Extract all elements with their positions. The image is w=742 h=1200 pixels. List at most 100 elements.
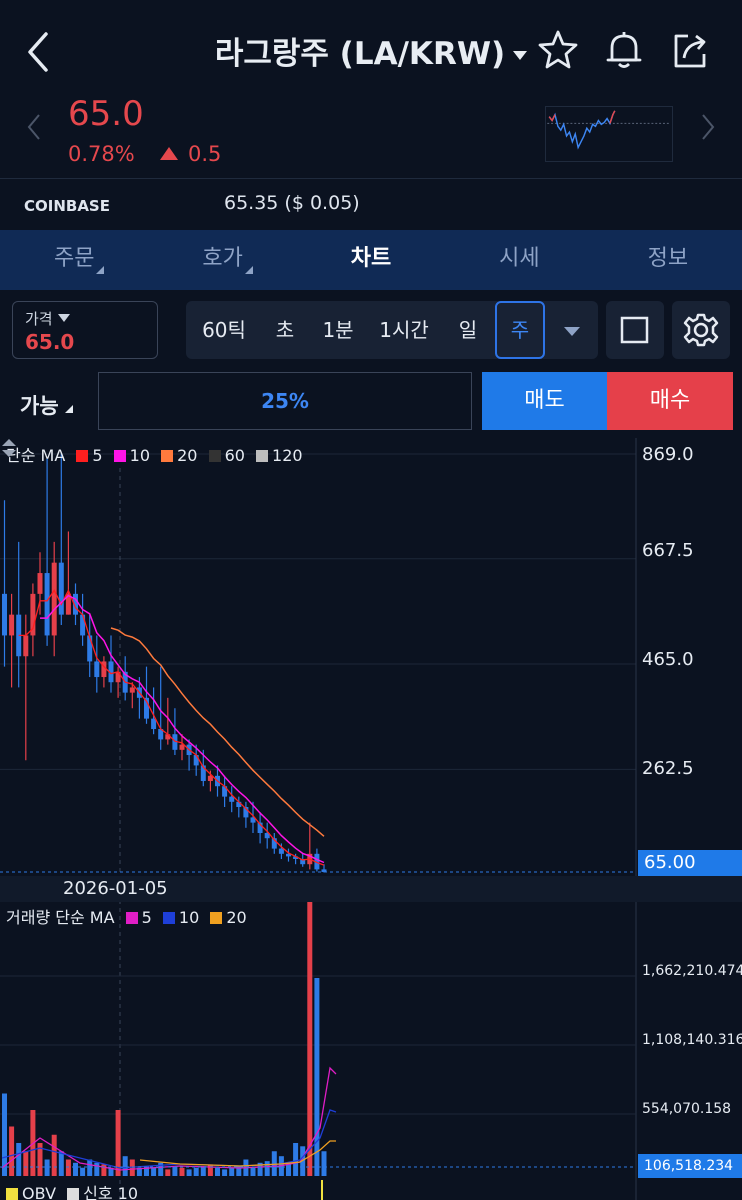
tab-chart[interactable]: 차트 xyxy=(297,230,445,290)
volume-bar xyxy=(271,1151,277,1176)
candle-body xyxy=(179,744,185,750)
candle-body xyxy=(300,859,306,865)
candle-body xyxy=(314,853,320,870)
star-icon[interactable] xyxy=(536,28,580,72)
legend-swatch xyxy=(125,912,138,924)
corner-marker-icon xyxy=(96,266,105,274)
available-label: 가능 xyxy=(20,394,59,418)
candle-body xyxy=(2,593,7,636)
candle-body xyxy=(65,593,71,615)
volume-bar xyxy=(250,1167,256,1176)
tab-quotes[interactable]: 시세 xyxy=(445,230,593,290)
back-icon[interactable] xyxy=(22,30,52,74)
candle-body xyxy=(44,573,50,636)
chevron-right-icon[interactable] xyxy=(698,112,718,142)
chart-area[interactable]: 단순 MA 5 10 20 60 120 869.0 667.5 465.0 2… xyxy=(0,438,742,1200)
candle-body xyxy=(207,775,213,782)
available-selector[interactable]: 가능 xyxy=(20,390,73,420)
volume-bar xyxy=(80,1167,86,1176)
volume-ma-title: 단순 MA xyxy=(55,908,115,927)
ma-legend-title: 단순 MA xyxy=(6,446,66,465)
candle-body xyxy=(264,833,270,839)
legend-item: 5 xyxy=(92,446,103,465)
candle-body xyxy=(151,718,157,730)
exchange-name: COINBASE xyxy=(24,197,110,215)
price-summary: 65.0 0.78% 0.5 xyxy=(0,90,742,178)
chevron-left-icon[interactable] xyxy=(24,112,44,142)
buy-button[interactable]: 매수 xyxy=(607,372,733,430)
up-triangle-icon xyxy=(160,147,178,160)
tab-orderbook[interactable]: 호가 xyxy=(148,230,296,290)
page-title-text: 라그랑주 (LA/KRW) xyxy=(214,36,506,72)
volume-bar xyxy=(65,1159,71,1176)
candle-body xyxy=(200,765,206,782)
volume-bar xyxy=(321,1151,327,1176)
corner-marker-icon xyxy=(64,405,73,413)
trade-row: 가능 25% 매도 매수 xyxy=(0,370,742,432)
volume-bar xyxy=(51,1134,57,1176)
volume-bar xyxy=(314,978,320,1176)
sparkline-chart[interactable] xyxy=(545,106,673,162)
legend-item: 10 xyxy=(178,908,200,927)
chart-canvas[interactable] xyxy=(0,438,742,1200)
candle-body xyxy=(115,671,121,683)
page-title[interactable]: 라그랑주 (LA/KRW) xyxy=(0,28,742,73)
volume-bar xyxy=(215,1167,220,1176)
interval-more-icon[interactable] xyxy=(564,327,580,336)
sell-button[interactable]: 매도 xyxy=(482,372,607,430)
volume-bar xyxy=(151,1167,157,1176)
candle-body xyxy=(94,661,100,678)
volume-bar xyxy=(300,1146,306,1176)
volume-bar xyxy=(200,1166,206,1176)
legend-swatch xyxy=(210,912,223,924)
price-type-selector[interactable]: 가격 65.0 xyxy=(12,301,158,359)
candle-body xyxy=(286,853,291,857)
volume-y-tick: 1,662,210.474 xyxy=(642,963,742,979)
interval-second[interactable]: 초 xyxy=(275,318,295,342)
date-label: 2026-01-05 xyxy=(63,878,168,899)
settings-button[interactable] xyxy=(672,301,730,359)
fullscreen-button[interactable] xyxy=(606,301,664,359)
obv-legend: OBV 신호 10 xyxy=(6,1180,138,1200)
volume-bar xyxy=(9,1126,15,1176)
bell-icon[interactable] xyxy=(602,28,646,72)
resize-handle-icon[interactable] xyxy=(0,438,18,458)
quantity-percent-selector[interactable]: 25% xyxy=(98,372,472,430)
interval-1min[interactable]: 1분 xyxy=(322,318,354,342)
gear-icon xyxy=(683,313,719,347)
tab-order[interactable]: 주문 xyxy=(0,230,148,290)
candle-body xyxy=(80,614,86,636)
candle-body xyxy=(144,697,149,719)
volume-bar xyxy=(16,1143,22,1176)
ma10-line xyxy=(40,594,325,864)
interval-60tick[interactable]: 60틱 xyxy=(202,318,246,342)
volume-title: 거래량 xyxy=(6,908,51,927)
share-icon[interactable] xyxy=(668,28,712,72)
divider xyxy=(0,178,742,179)
exchange-row: COINBASE 65.35 ($ 0.05) xyxy=(0,180,742,230)
volume-bar xyxy=(158,1162,164,1176)
interval-day[interactable]: 일 xyxy=(458,318,478,342)
interval-1hour[interactable]: 1시간 xyxy=(379,318,429,342)
price-ma-legend: 단순 MA 5 10 20 60 120 xyxy=(6,442,303,466)
interval-selector: 60틱 초 1분 1시간 일 주 xyxy=(186,301,598,359)
legend-item: 10 xyxy=(129,446,151,465)
volume-bar xyxy=(286,1162,291,1176)
tab-orderbook-label: 호가 xyxy=(202,246,243,271)
legend-swatch xyxy=(208,450,221,462)
y-tick: 869.0 xyxy=(642,444,694,465)
volume-bar xyxy=(101,1164,107,1176)
volume-bar xyxy=(293,1143,299,1176)
tab-info[interactable]: 정보 xyxy=(594,230,742,290)
legend-item: 120 xyxy=(272,446,303,465)
candle-body xyxy=(30,593,36,636)
candle-body xyxy=(87,635,93,662)
interval-week[interactable]: 주 xyxy=(495,301,545,359)
candle-body xyxy=(158,729,164,740)
volume-bar xyxy=(44,1159,50,1176)
candle-body xyxy=(236,801,242,808)
volume-bar xyxy=(257,1162,263,1176)
corner-marker-icon xyxy=(244,266,253,274)
candle-body xyxy=(250,817,256,823)
exchange-price: 65.35 ($ 0.05) xyxy=(224,192,360,214)
